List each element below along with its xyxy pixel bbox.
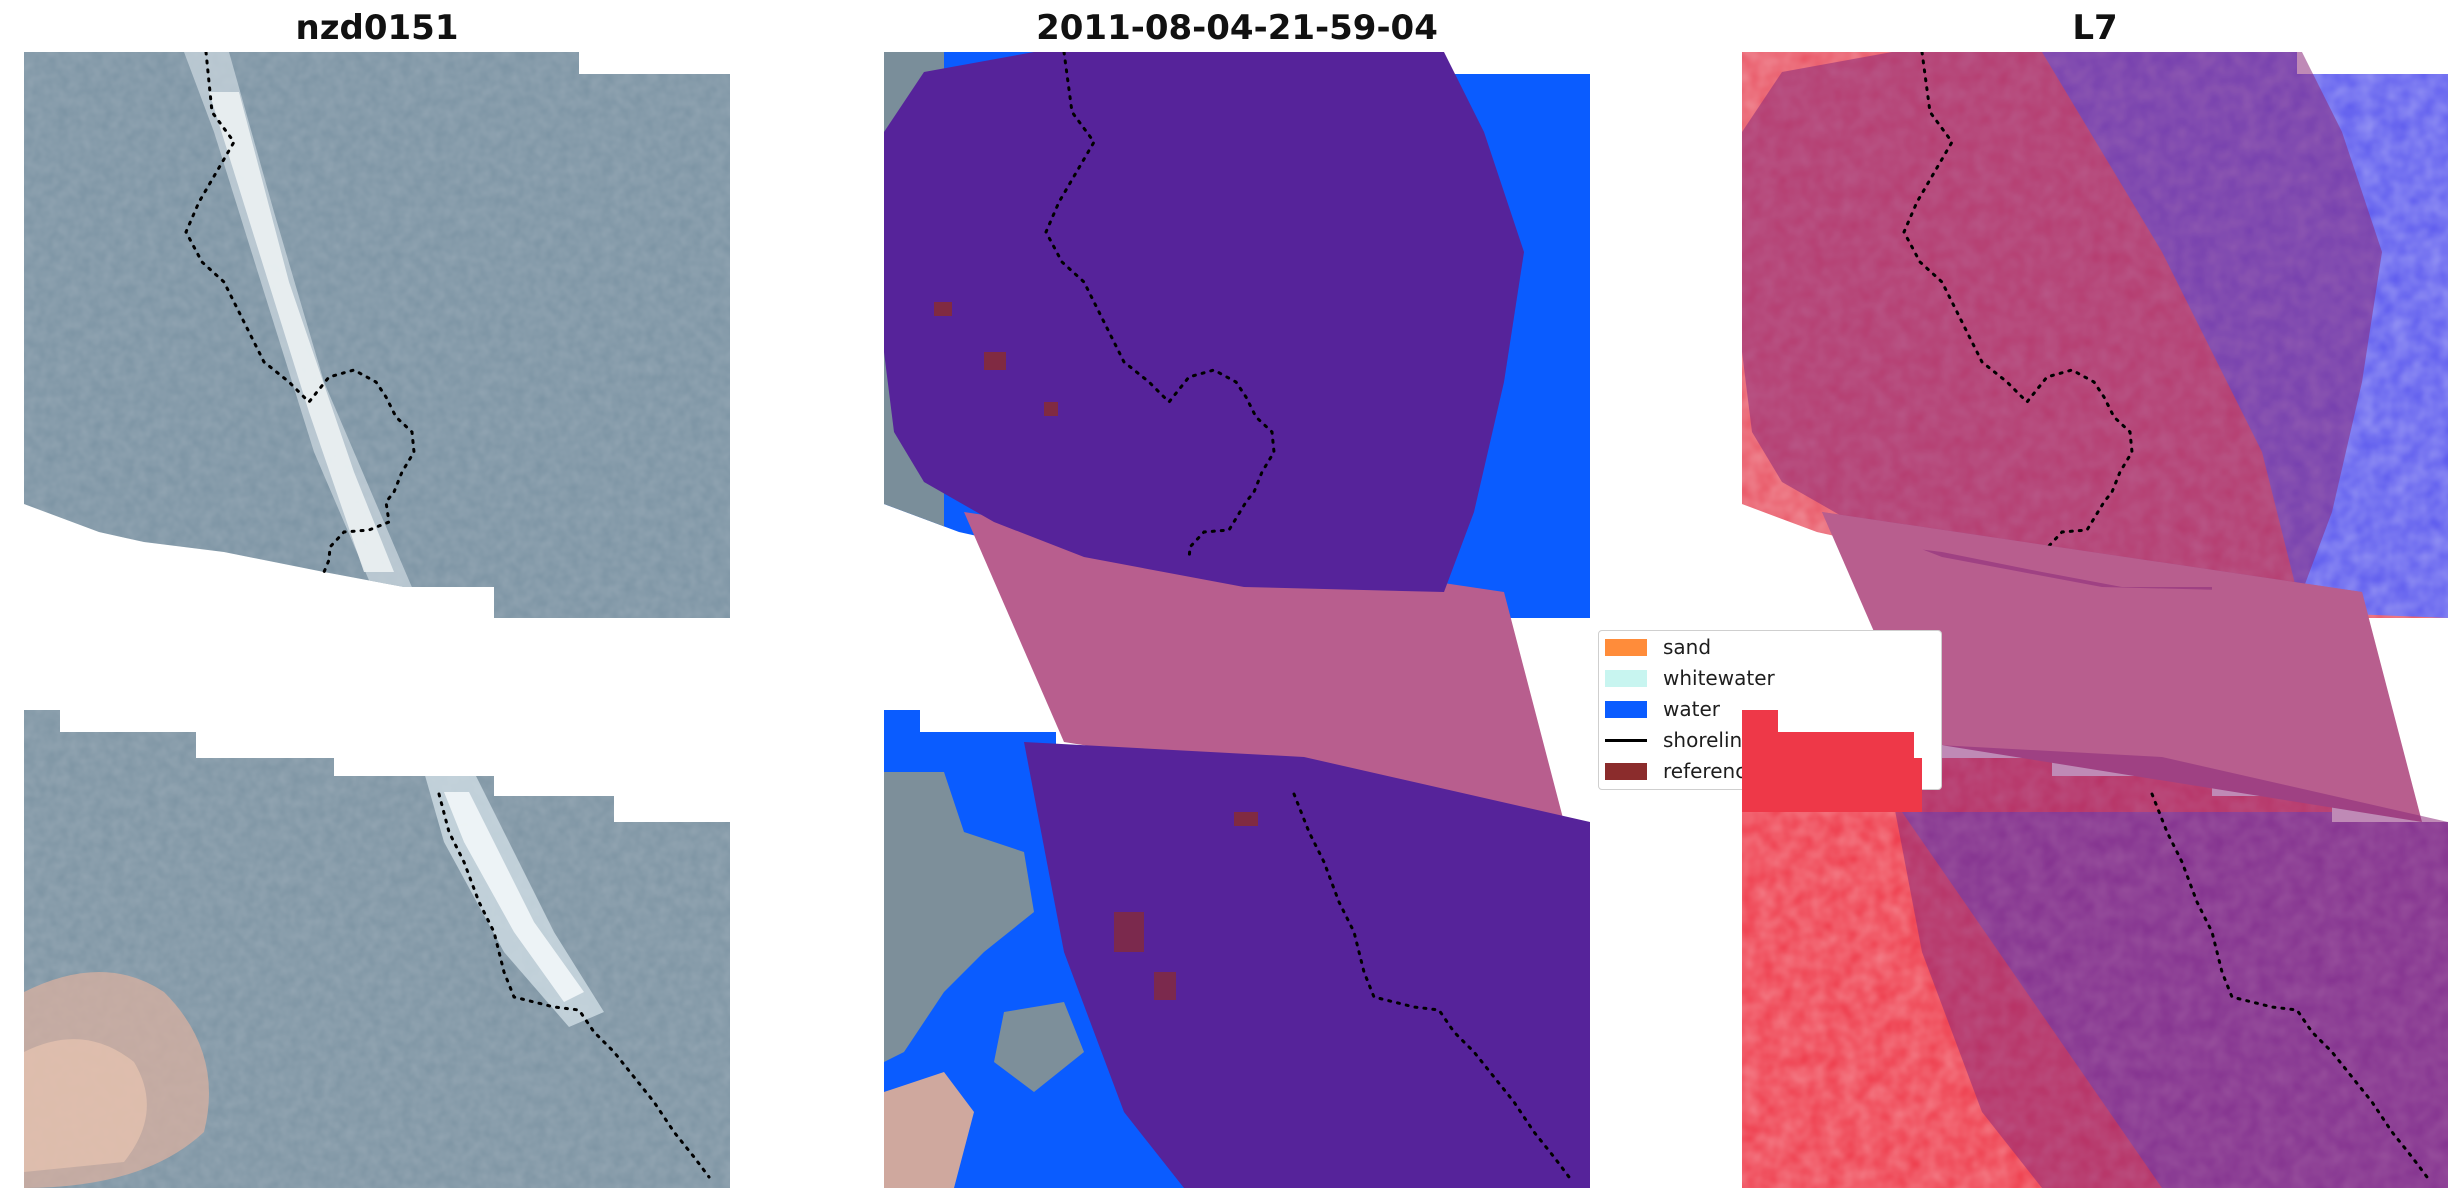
legend-label-shoreline: shoreline — [1663, 728, 1755, 752]
panel-title-index: L7 — [2072, 8, 2118, 48]
legend-label-whitewater: whitewater — [1663, 666, 1775, 690]
legend-label-reference: reference — [1663, 759, 1759, 783]
shoreline-line-swatch — [1605, 738, 1647, 742]
water-swatch — [1605, 700, 1647, 718]
sand-swatch — [1605, 638, 1647, 656]
panel-title-classified: 2011-08-04-21-59-04 — [1036, 8, 1438, 48]
legend-label-sand: sand — [1663, 635, 1712, 659]
legend-item-water: water — [1605, 695, 1720, 723]
index-image-panel — [1742, 52, 2448, 1188]
legend-item-sand: sand — [1605, 633, 1711, 661]
classified-image-panel — [884, 52, 1590, 1188]
rgb-image-panel — [24, 52, 730, 1188]
legend: sand whitewater water shoreline referenc… — [1598, 630, 1942, 790]
reference-swatch — [1605, 762, 1647, 780]
legend-label-water: water — [1663, 697, 1720, 721]
whitewater-swatch — [1605, 669, 1647, 687]
panel-title-rgb: nzd0151 — [295, 8, 459, 48]
legend-item-shoreline: shoreline — [1605, 726, 1755, 754]
legend-item-reference: reference — [1605, 757, 1759, 785]
legend-item-whitewater: whitewater — [1605, 664, 1775, 692]
